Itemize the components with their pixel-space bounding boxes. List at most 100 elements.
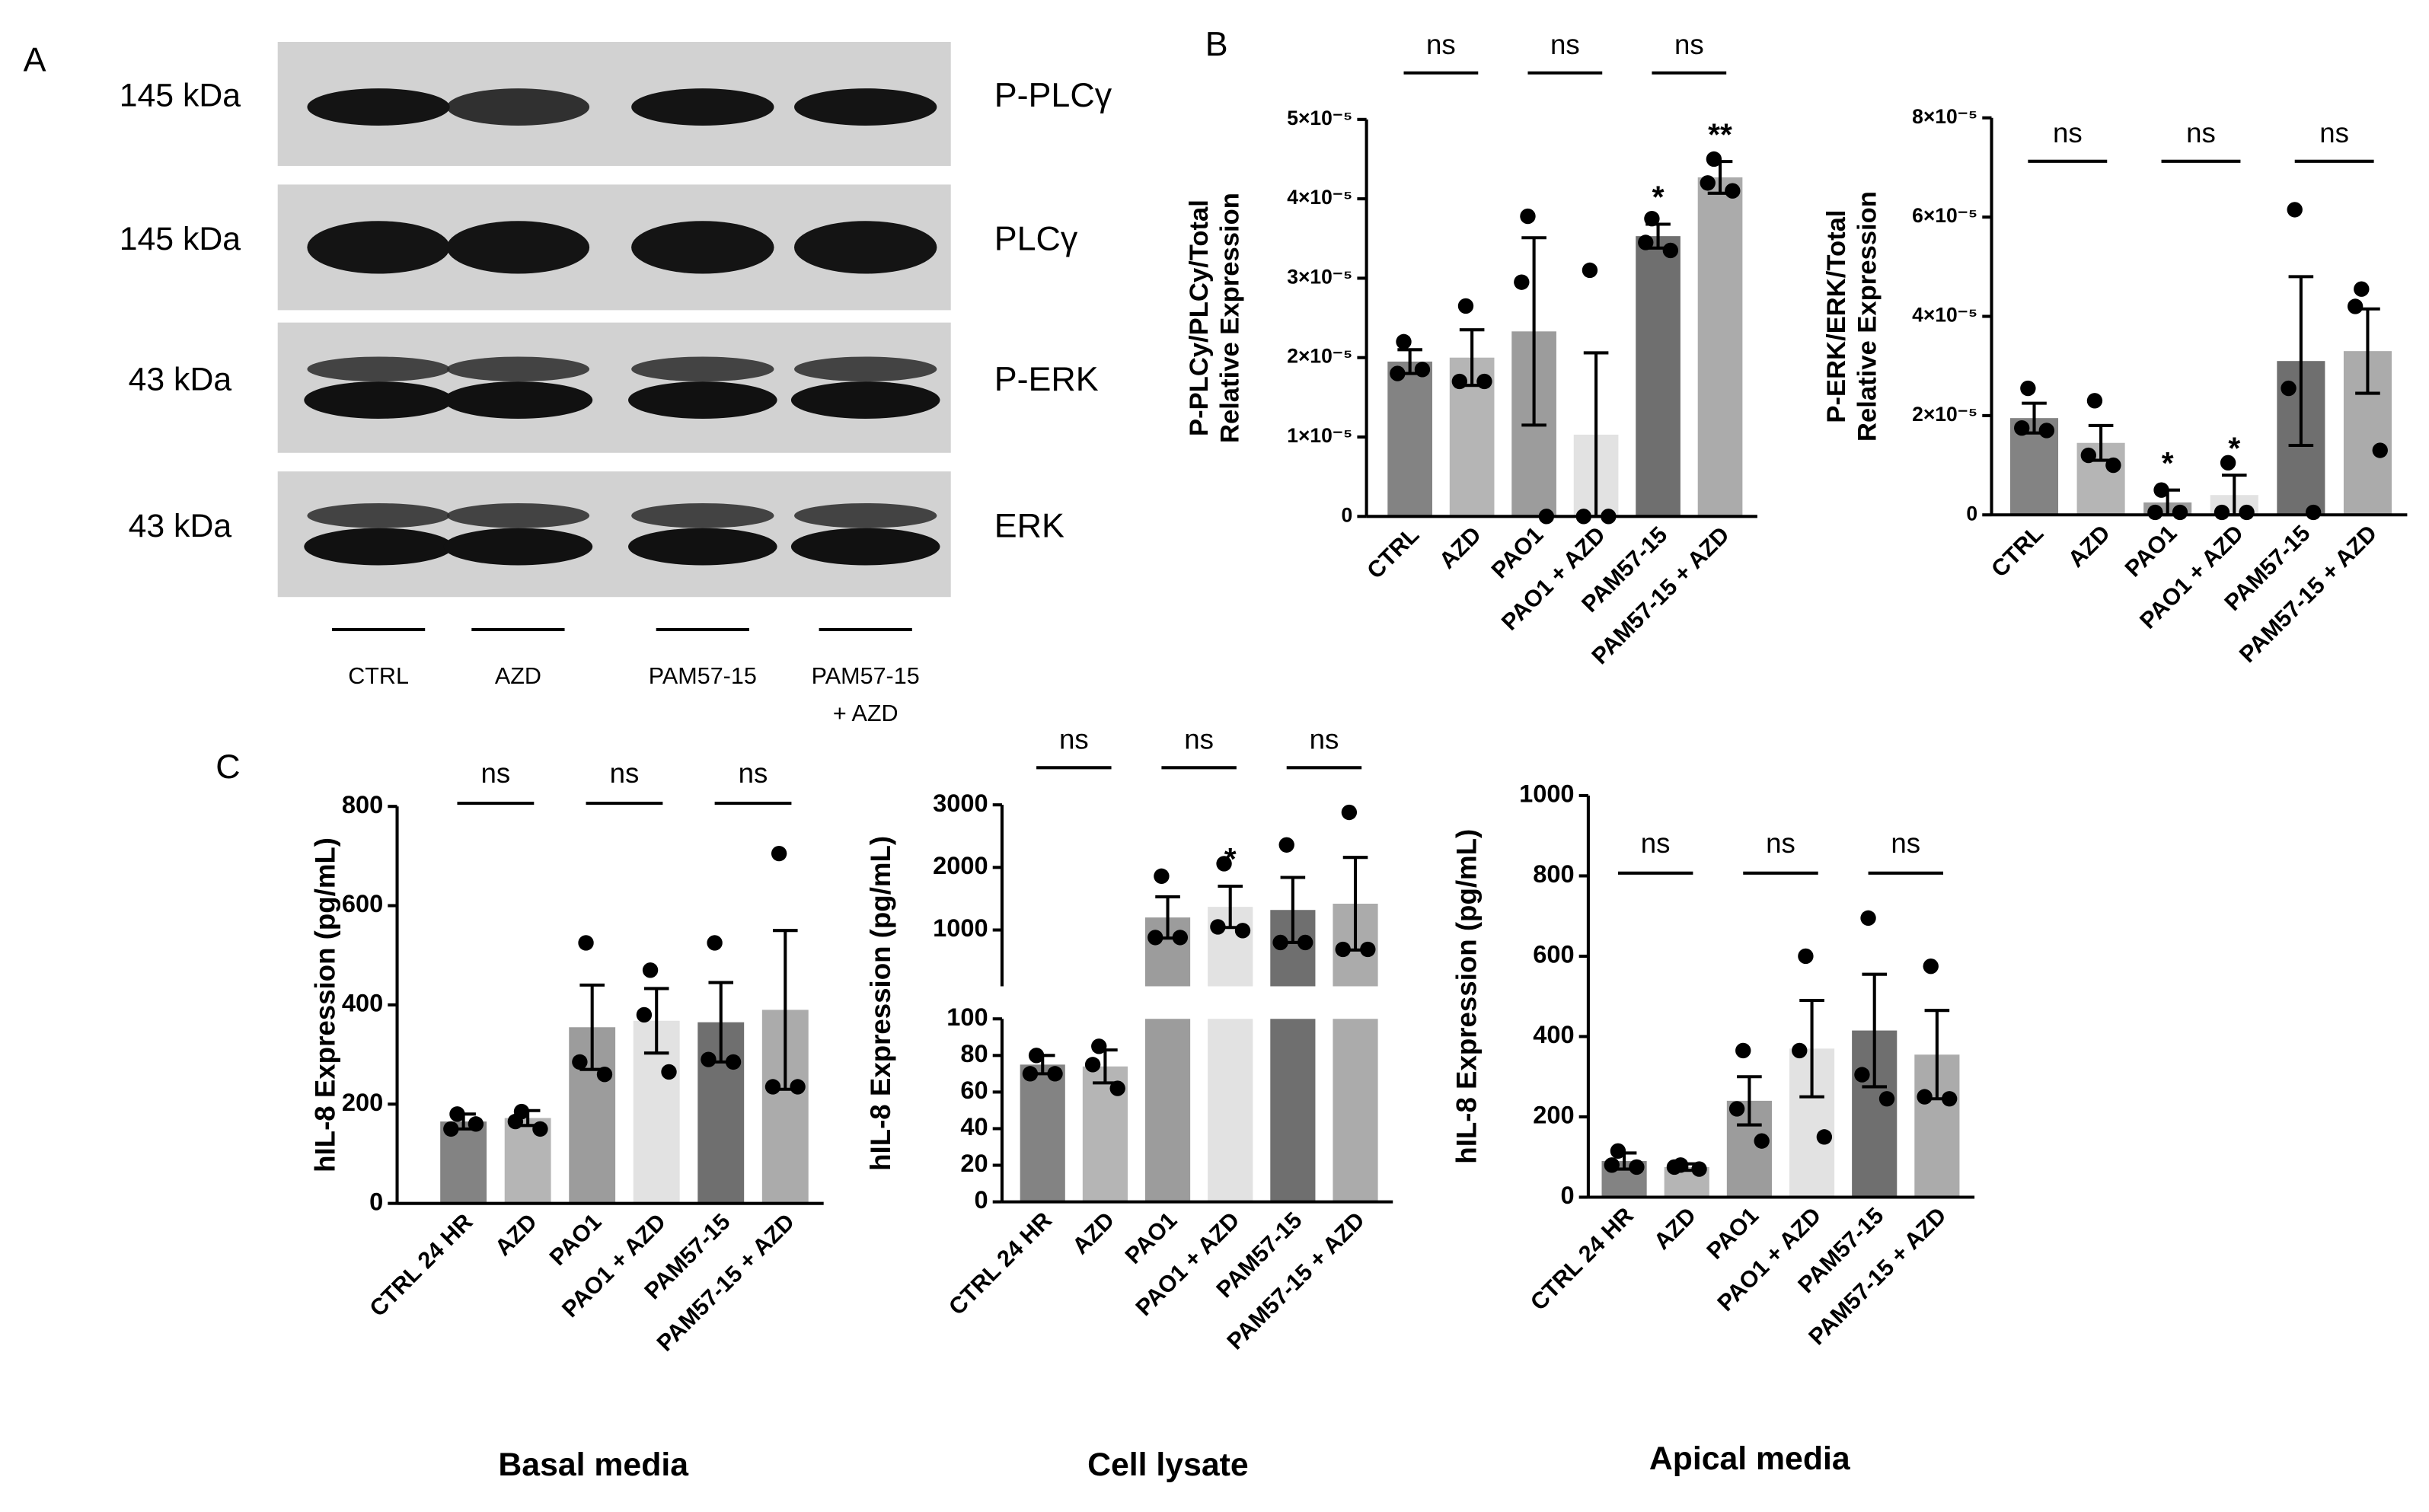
data-point — [1451, 373, 1468, 390]
data-point — [2372, 442, 2388, 458]
data-point — [1514, 274, 1530, 290]
bar — [1020, 1064, 1065, 1202]
bar — [1636, 236, 1681, 517]
data-point — [1476, 373, 1492, 390]
data-point — [1662, 242, 1679, 259]
ns-label: ns — [610, 758, 640, 789]
blot-band — [307, 502, 450, 528]
data-point — [468, 1116, 484, 1132]
protein-label: P-PLCγ — [994, 76, 1112, 114]
data-point — [771, 845, 787, 862]
lane-label: CTRL — [348, 663, 409, 689]
data-point — [661, 1064, 677, 1080]
ns-label: ns — [739, 758, 768, 789]
data-point — [1109, 1080, 1125, 1096]
y-tick-label: 3000 — [933, 789, 988, 817]
data-point — [1860, 910, 1876, 927]
data-point — [1629, 1159, 1645, 1175]
ns-label: ns — [1641, 828, 1671, 859]
data-point — [1728, 1101, 1745, 1117]
chart-title: Cell lysate — [1087, 1447, 1249, 1483]
y-axis-label: Relative Expression — [1216, 193, 1245, 443]
data-point — [2239, 504, 2255, 521]
blot-band — [793, 221, 937, 274]
data-point — [636, 1006, 653, 1023]
y-tick-label: 600 — [1533, 940, 1574, 968]
y-axis-label: hIL-8 Expression (pg/mL) — [865, 836, 896, 1171]
data-point — [1735, 1042, 1751, 1059]
protein-label: P-ERK — [994, 360, 1099, 398]
data-point — [1917, 1089, 1933, 1105]
data-point — [1601, 509, 1617, 525]
data-point — [1022, 1066, 1039, 1082]
data-point — [1341, 804, 1358, 821]
data-point — [1923, 958, 1939, 975]
kda-label: 145 kDa — [120, 221, 241, 257]
data-point — [1754, 1133, 1770, 1149]
data-point — [1575, 509, 1591, 525]
y-tick-label: 8×10⁻⁵ — [1912, 105, 1977, 128]
y-tick-label: 40 — [960, 1112, 988, 1140]
blot-band — [304, 381, 453, 419]
y-tick-label: 0 — [1342, 503, 1353, 526]
blot-band — [446, 502, 590, 528]
y-tick-label: 6×10⁻⁵ — [1912, 204, 1977, 227]
y-tick-label: 800 — [342, 790, 383, 818]
data-point — [1091, 1038, 1107, 1054]
bar — [1270, 1019, 1316, 1202]
data-point — [1792, 1042, 1808, 1059]
data-point — [1798, 948, 1814, 965]
blot-band — [793, 502, 937, 528]
data-point — [1154, 868, 1170, 885]
blot-band — [793, 88, 937, 126]
y-axis-label: hIL-8 Expression (pg/mL) — [310, 837, 341, 1172]
data-point — [1520, 208, 1536, 225]
ns-label: ns — [1766, 828, 1795, 859]
data-point — [1216, 856, 1232, 872]
kda-label: 43 kDa — [129, 508, 232, 544]
data-point — [1638, 234, 1654, 250]
data-point — [2153, 482, 2169, 498]
data-point — [790, 1079, 806, 1095]
data-point — [2220, 455, 2236, 471]
data-point — [1047, 1066, 1063, 1082]
y-tick-label: 2×10⁻⁵ — [1912, 403, 1977, 426]
blot-band — [631, 356, 774, 382]
y-tick-label: 200 — [1533, 1101, 1574, 1129]
data-point — [2214, 504, 2230, 521]
lane-label: PAM57-15 — [812, 663, 920, 689]
chart-title: Basal media — [498, 1447, 689, 1483]
data-point — [1210, 919, 1226, 935]
ns-label: ns — [2053, 117, 2083, 148]
data-point — [1644, 211, 1660, 227]
ns-label: ns — [1550, 29, 1580, 60]
data-point — [1610, 1143, 1626, 1160]
data-point — [1147, 930, 1163, 946]
ns-label: ns — [1891, 828, 1920, 859]
data-point — [1700, 175, 1716, 191]
y-tick-label: 4×10⁻⁵ — [1287, 186, 1352, 209]
y-tick-label: 1×10⁻⁵ — [1287, 424, 1352, 447]
data-point — [1854, 1067, 1870, 1083]
lane-label: + AZD — [833, 700, 899, 726]
protein-label: PLCγ — [994, 220, 1078, 258]
significance-star: * — [1652, 180, 1665, 215]
y-tick-label: 0 — [974, 1185, 988, 1214]
y-tick-label: 600 — [342, 889, 383, 917]
data-point — [2080, 447, 2096, 464]
data-point — [1297, 934, 1313, 951]
data-point — [1414, 362, 1431, 378]
data-point — [1604, 1157, 1620, 1173]
y-tick-label: 200 — [342, 1088, 383, 1116]
data-point — [707, 935, 723, 951]
blot-band — [790, 528, 940, 566]
significance-star: * — [1224, 841, 1237, 876]
bar — [1208, 1019, 1253, 1202]
bar — [1697, 177, 1743, 517]
blot-band — [790, 381, 940, 419]
blot-band — [446, 88, 590, 126]
data-point — [764, 1079, 781, 1095]
data-point — [1538, 509, 1555, 525]
data-point — [1582, 262, 1598, 279]
data-point — [449, 1106, 465, 1122]
